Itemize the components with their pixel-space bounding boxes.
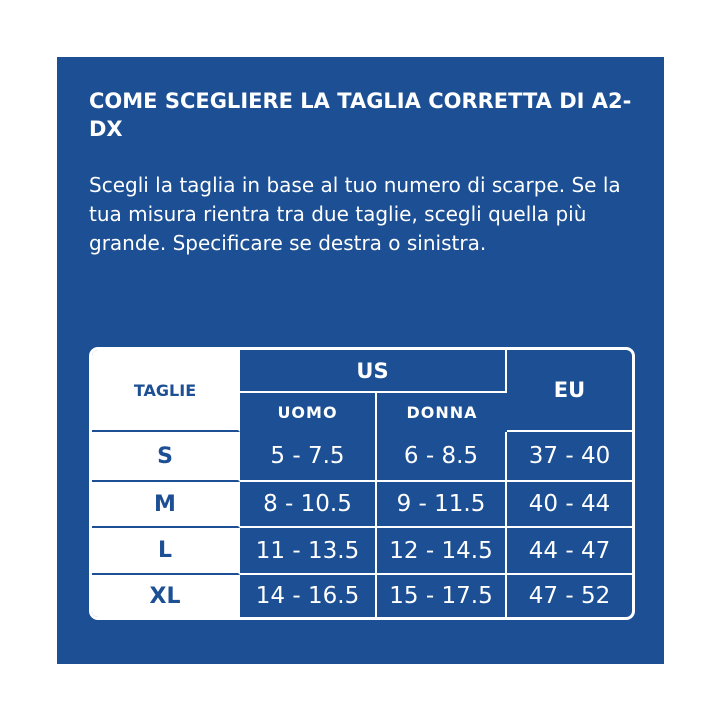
size-cell: L <box>92 528 240 575</box>
header-cell: EU <box>507 350 632 432</box>
value-cell: 8 - 10.5 <box>240 482 377 528</box>
header-cell: DONNA <box>406 403 478 422</box>
size-cell: S <box>92 432 240 482</box>
size-cell: XL <box>92 575 240 617</box>
size-panel: COME SCEGLIERE LA TAGLIA CORRETTA DI A2-… <box>57 57 664 664</box>
table-row: XL 14 - 16.5 15 - 17.5 47 - 52 <box>92 575 632 617</box>
value-cell: 44 - 47 <box>507 528 632 575</box>
value-cell: 47 - 52 <box>528 583 611 609</box>
value-cell: 14 - 16.5 <box>240 575 377 617</box>
size-cell: M <box>92 482 240 528</box>
value-cell: 6 - 8.5 <box>377 432 507 482</box>
title: COME SCEGLIERE LA TAGLIA CORRETTA DI A2-… <box>89 89 632 141</box>
value-cell: 9 - 11.5 <box>377 482 507 528</box>
value-cell: 37 - 40 <box>507 432 632 482</box>
value-cell: 11 - 13.5 <box>240 528 377 575</box>
value-cell: 15 - 17.5 <box>377 575 507 617</box>
value-cell: 40 - 44 <box>507 482 632 528</box>
header-cell: US <box>240 350 507 393</box>
header-cell: UOMO <box>240 393 377 432</box>
value-cell: 5 - 7.5 <box>240 432 377 482</box>
description: Scegli la taglia in base al tuo numero d… <box>89 173 621 255</box>
header-cell: TAGLIE <box>92 350 240 432</box>
table-row: L 11 - 13.5 12 - 14.5 44 - 47 <box>92 528 632 575</box>
value-cell: 12 - 14.5 <box>377 528 507 575</box>
